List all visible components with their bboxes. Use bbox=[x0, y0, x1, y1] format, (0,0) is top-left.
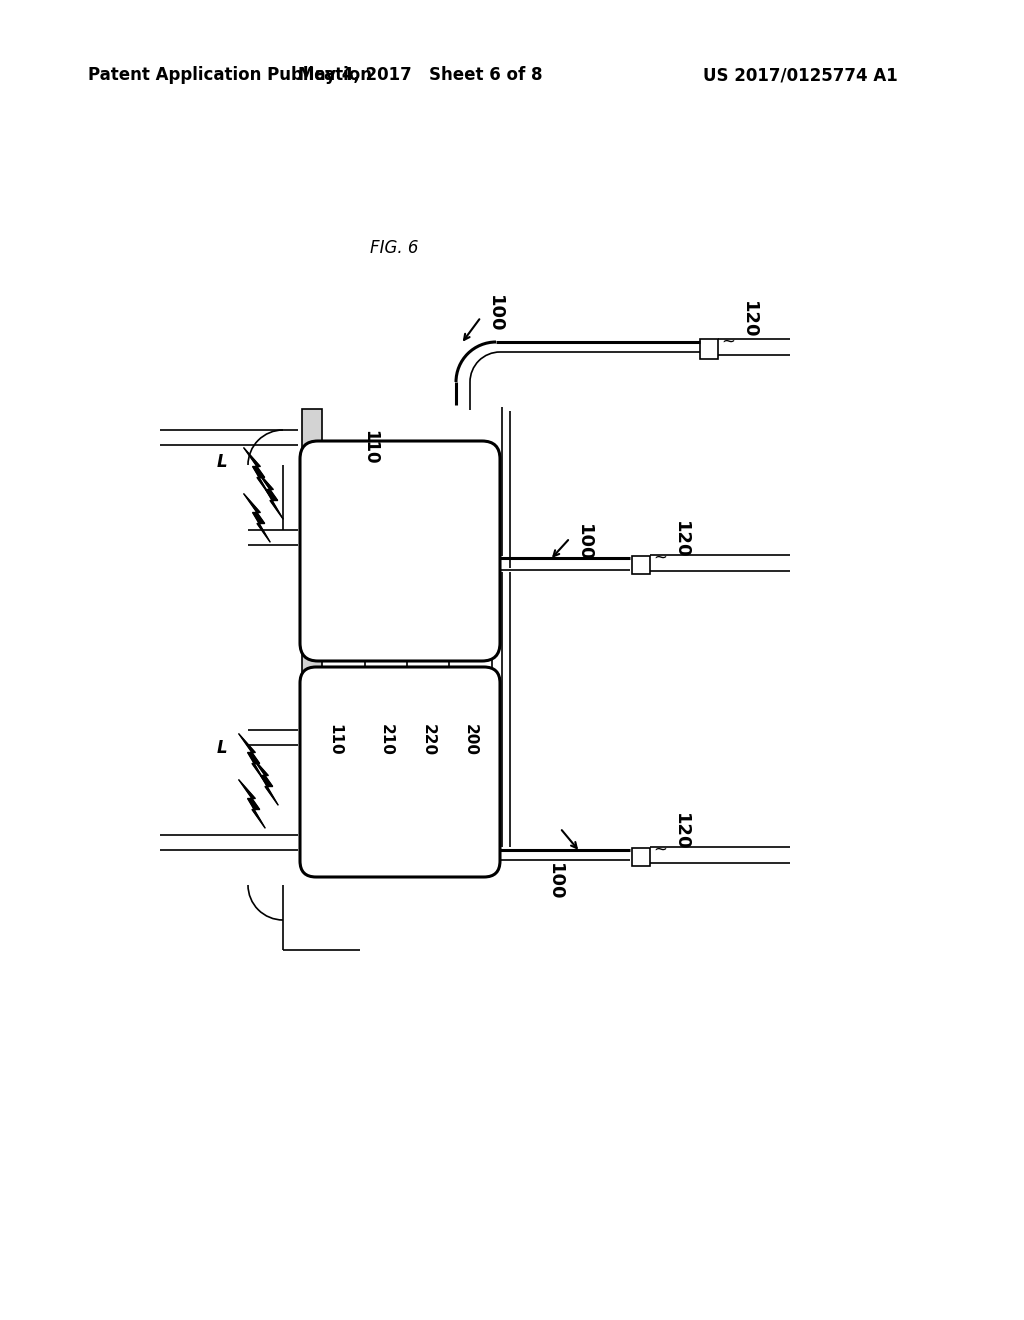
Text: 100: 100 bbox=[546, 863, 564, 900]
Polygon shape bbox=[244, 494, 270, 543]
Bar bbox=[700, 339, 718, 359]
Text: 220: 220 bbox=[421, 723, 435, 756]
Text: ~: ~ bbox=[653, 841, 667, 859]
Text: 120: 120 bbox=[672, 521, 690, 558]
Text: 120: 120 bbox=[740, 301, 758, 339]
Bar bbox=[365, 643, 492, 837]
Text: ~: ~ bbox=[653, 549, 667, 568]
Text: L: L bbox=[217, 739, 227, 756]
Polygon shape bbox=[257, 471, 284, 519]
Text: 100: 100 bbox=[486, 296, 504, 333]
Polygon shape bbox=[244, 447, 270, 496]
FancyBboxPatch shape bbox=[300, 667, 500, 876]
Bar bbox=[302, 409, 322, 465]
Text: 110: 110 bbox=[361, 430, 379, 465]
Polygon shape bbox=[239, 734, 265, 783]
Text: 120: 120 bbox=[672, 813, 690, 851]
Text: 110: 110 bbox=[328, 725, 342, 756]
Text: ~: ~ bbox=[721, 333, 735, 351]
Text: 210: 210 bbox=[379, 725, 393, 756]
Text: L: L bbox=[217, 453, 227, 471]
Text: FIG. 6: FIG. 6 bbox=[370, 239, 419, 257]
Bar bbox=[632, 847, 650, 866]
Text: 100: 100 bbox=[575, 524, 593, 562]
FancyBboxPatch shape bbox=[300, 441, 500, 661]
Bar bbox=[632, 556, 650, 574]
Polygon shape bbox=[252, 756, 279, 805]
Text: 200: 200 bbox=[463, 723, 477, 756]
Bar bbox=[302, 639, 322, 678]
Polygon shape bbox=[239, 780, 265, 828]
Text: US 2017/0125774 A1: US 2017/0125774 A1 bbox=[702, 66, 897, 84]
Text: Patent Application Publication: Patent Application Publication bbox=[88, 66, 372, 84]
Text: May 4, 2017   Sheet 6 of 8: May 4, 2017 Sheet 6 of 8 bbox=[298, 66, 543, 84]
